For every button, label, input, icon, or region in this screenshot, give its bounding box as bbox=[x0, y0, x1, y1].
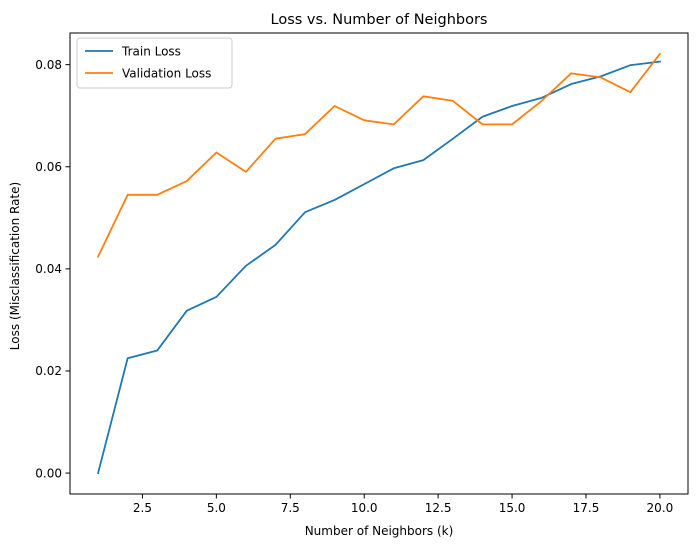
chart-title: Loss vs. Number of Neighbors bbox=[271, 12, 488, 28]
x-tick-label: 20.0 bbox=[647, 501, 674, 515]
y-tick-label: 0.02 bbox=[35, 364, 62, 378]
x-tick-label: 5.0 bbox=[207, 501, 226, 515]
series-line-2 bbox=[96, 52, 662, 258]
series-line-1 bbox=[96, 60, 661, 475]
y-tick-label: 0.00 bbox=[35, 466, 62, 480]
x-tick-label: 17.5 bbox=[573, 501, 600, 515]
legend-box bbox=[76, 37, 233, 89]
x-tick-label: 12.5 bbox=[425, 501, 452, 515]
legend-label-2: Validation Loss bbox=[122, 66, 211, 80]
legend: Train Loss Validation Loss bbox=[76, 37, 233, 89]
y-tick-label: 0.06 bbox=[35, 160, 62, 174]
plot-area bbox=[96, 52, 662, 475]
x-tick-label: 7.5 bbox=[281, 501, 300, 515]
axes-frame bbox=[69, 32, 689, 495]
x-tick-label: 10.0 bbox=[351, 501, 378, 515]
x-axis-label: Number of Neighbors (k) bbox=[305, 524, 454, 538]
y-axis-label: Loss (Misclassification Rate) bbox=[8, 182, 22, 350]
x-tick-label: 2.5 bbox=[133, 501, 152, 515]
y-tick-label: 0.08 bbox=[35, 58, 62, 72]
axes: 2.5 5.0 7.5 10.0 12.5 15.0 17.5 20.0 0.00 0.02 0.0… bbox=[35, 32, 689, 515]
y-tick-label: 0.04 bbox=[35, 262, 62, 276]
legend-label-1: Train Loss bbox=[121, 44, 181, 58]
x-tick-label: 15.0 bbox=[499, 501, 526, 515]
